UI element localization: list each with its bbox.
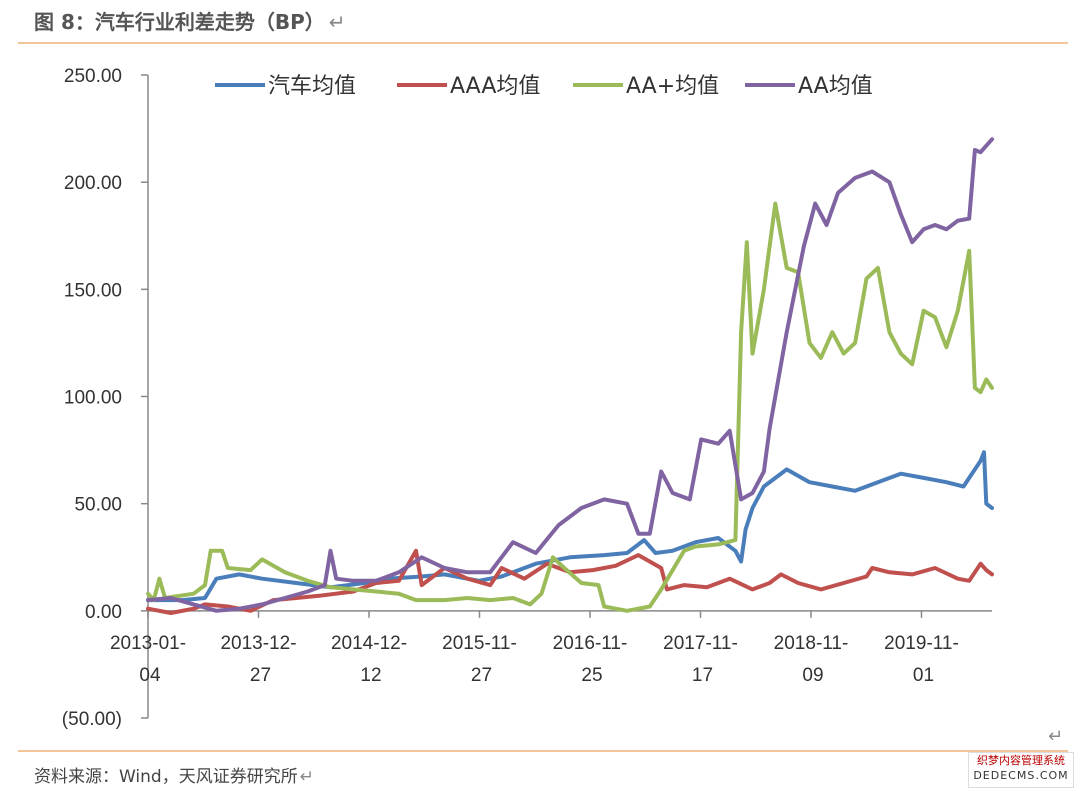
x-tick-label: 2018-11-	[774, 633, 849, 654]
x-tick-label-day: 27	[250, 665, 271, 686]
x-tick-label: 2013-01-	[110, 633, 186, 654]
x-tick-label-day: 27	[471, 665, 492, 686]
x-tick-label-day: 09	[802, 665, 823, 686]
series-line-AAA均值	[146, 548, 994, 615]
watermark-logo: 织梦内容管理系统 DEDECMS.COM	[968, 752, 1074, 788]
figure-title: 图 8：汽车行业利差走势（BP） ↵	[34, 10, 346, 34]
y-tick-label: 150.00	[64, 280, 122, 301]
source-note: 资料来源：Wind，天风证券研究所 ↵	[34, 767, 314, 787]
x-tick-label: 2013-12-	[220, 633, 296, 654]
x-tick-label: 2019-11-	[884, 633, 959, 654]
bottom-divider	[18, 750, 1068, 752]
legend-label: AA+均值	[626, 74, 719, 99]
top-divider	[18, 42, 1068, 44]
x-tick-label-day: 12	[360, 665, 381, 686]
legend-label: AA均值	[798, 74, 873, 99]
y-tick-label: 100.00	[64, 388, 122, 409]
x-tick-label: 2014-12-	[331, 633, 407, 654]
x-tick-label-day: 17	[692, 665, 713, 686]
y-tick-label: (50.00)	[62, 709, 122, 730]
y-tick-label: 250.00	[64, 66, 122, 87]
x-tick-label: 2017-11-	[663, 633, 738, 654]
y-tick-label: 200.00	[64, 173, 122, 194]
watermark-line2: DEDECMS.COM	[973, 769, 1069, 782]
legend-label: 汽车均值	[268, 74, 356, 99]
return-mark-icon: ↵	[1048, 726, 1064, 747]
x-tick-label: 2016-11-	[553, 633, 628, 654]
y-tick-label: 50.00	[74, 495, 122, 516]
x-tick-label-day: 04	[139, 665, 161, 686]
x-tick-label-day: 25	[581, 665, 602, 686]
return-mark-icon: ↵	[299, 767, 314, 787]
series-line-AA+均值	[146, 201, 994, 613]
watermark-line1: 织梦内容管理系统	[977, 754, 1065, 767]
y-tick-label: 0.00	[85, 602, 122, 623]
return-mark-icon: ↵	[328, 10, 346, 34]
x-tick-label-day: 01	[913, 665, 934, 686]
legend-label: AAA均值	[450, 74, 540, 99]
x-tick-label: 2015-11-	[442, 633, 517, 654]
series-line-AA均值	[146, 137, 994, 613]
